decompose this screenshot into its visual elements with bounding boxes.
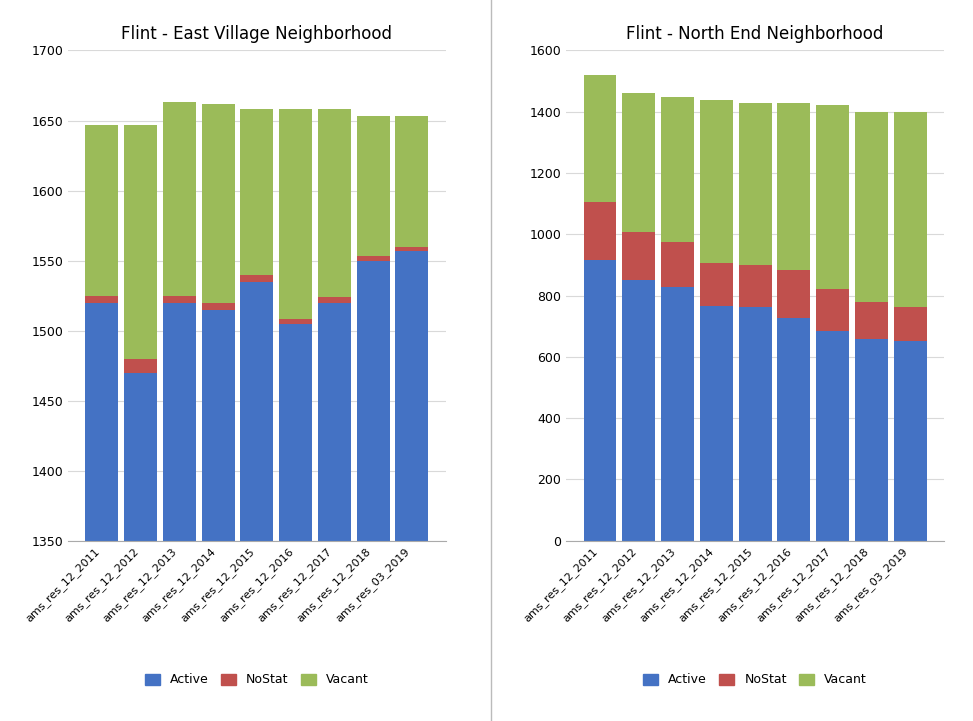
Bar — [395, 251, 428, 721]
Bar — [395, 116, 428, 247]
Bar — [395, 247, 428, 251]
Bar — [584, 202, 617, 260]
Bar — [279, 324, 312, 721]
Bar — [816, 105, 849, 288]
Title: Flint - North End Neighborhood: Flint - North End Neighborhood — [627, 25, 883, 43]
Bar — [777, 103, 811, 270]
Bar — [357, 257, 389, 260]
Bar — [623, 93, 655, 232]
Bar — [318, 303, 351, 721]
Bar — [357, 260, 389, 721]
Bar — [86, 296, 119, 303]
Bar — [855, 302, 888, 339]
Bar — [240, 275, 273, 282]
Bar — [318, 110, 351, 297]
Bar — [816, 288, 849, 331]
Bar — [124, 373, 157, 721]
Bar — [700, 262, 733, 306]
Bar — [777, 318, 811, 541]
Bar — [240, 282, 273, 721]
Bar — [162, 102, 196, 296]
Bar — [623, 232, 655, 280]
Bar — [162, 303, 196, 721]
Bar — [162, 296, 196, 303]
Bar — [584, 75, 617, 202]
Bar — [661, 242, 694, 287]
Bar — [816, 331, 849, 541]
Bar — [623, 280, 655, 541]
Legend: Active, NoStat, Vacant: Active, NoStat, Vacant — [140, 668, 374, 691]
Legend: Active, NoStat, Vacant: Active, NoStat, Vacant — [638, 668, 872, 691]
Bar — [201, 309, 234, 721]
Bar — [279, 110, 312, 319]
Bar — [318, 297, 351, 303]
Bar — [661, 287, 694, 541]
Bar — [739, 265, 772, 307]
Bar — [86, 125, 119, 296]
Bar — [201, 104, 234, 303]
Bar — [279, 319, 312, 324]
Bar — [739, 307, 772, 541]
Bar — [855, 112, 888, 302]
Title: Flint - East Village Neighborhood: Flint - East Village Neighborhood — [122, 25, 392, 43]
Bar — [357, 116, 389, 257]
Bar — [201, 303, 234, 309]
Bar — [855, 339, 888, 541]
Bar — [86, 303, 119, 721]
Bar — [700, 306, 733, 541]
Bar — [893, 307, 926, 340]
Bar — [739, 103, 772, 265]
Bar — [893, 340, 926, 541]
Bar — [777, 270, 811, 318]
Bar — [700, 100, 733, 262]
Bar — [584, 260, 617, 541]
Bar — [124, 125, 157, 358]
Bar — [124, 358, 157, 373]
Bar — [893, 112, 926, 307]
Bar — [240, 110, 273, 275]
Bar — [661, 97, 694, 242]
